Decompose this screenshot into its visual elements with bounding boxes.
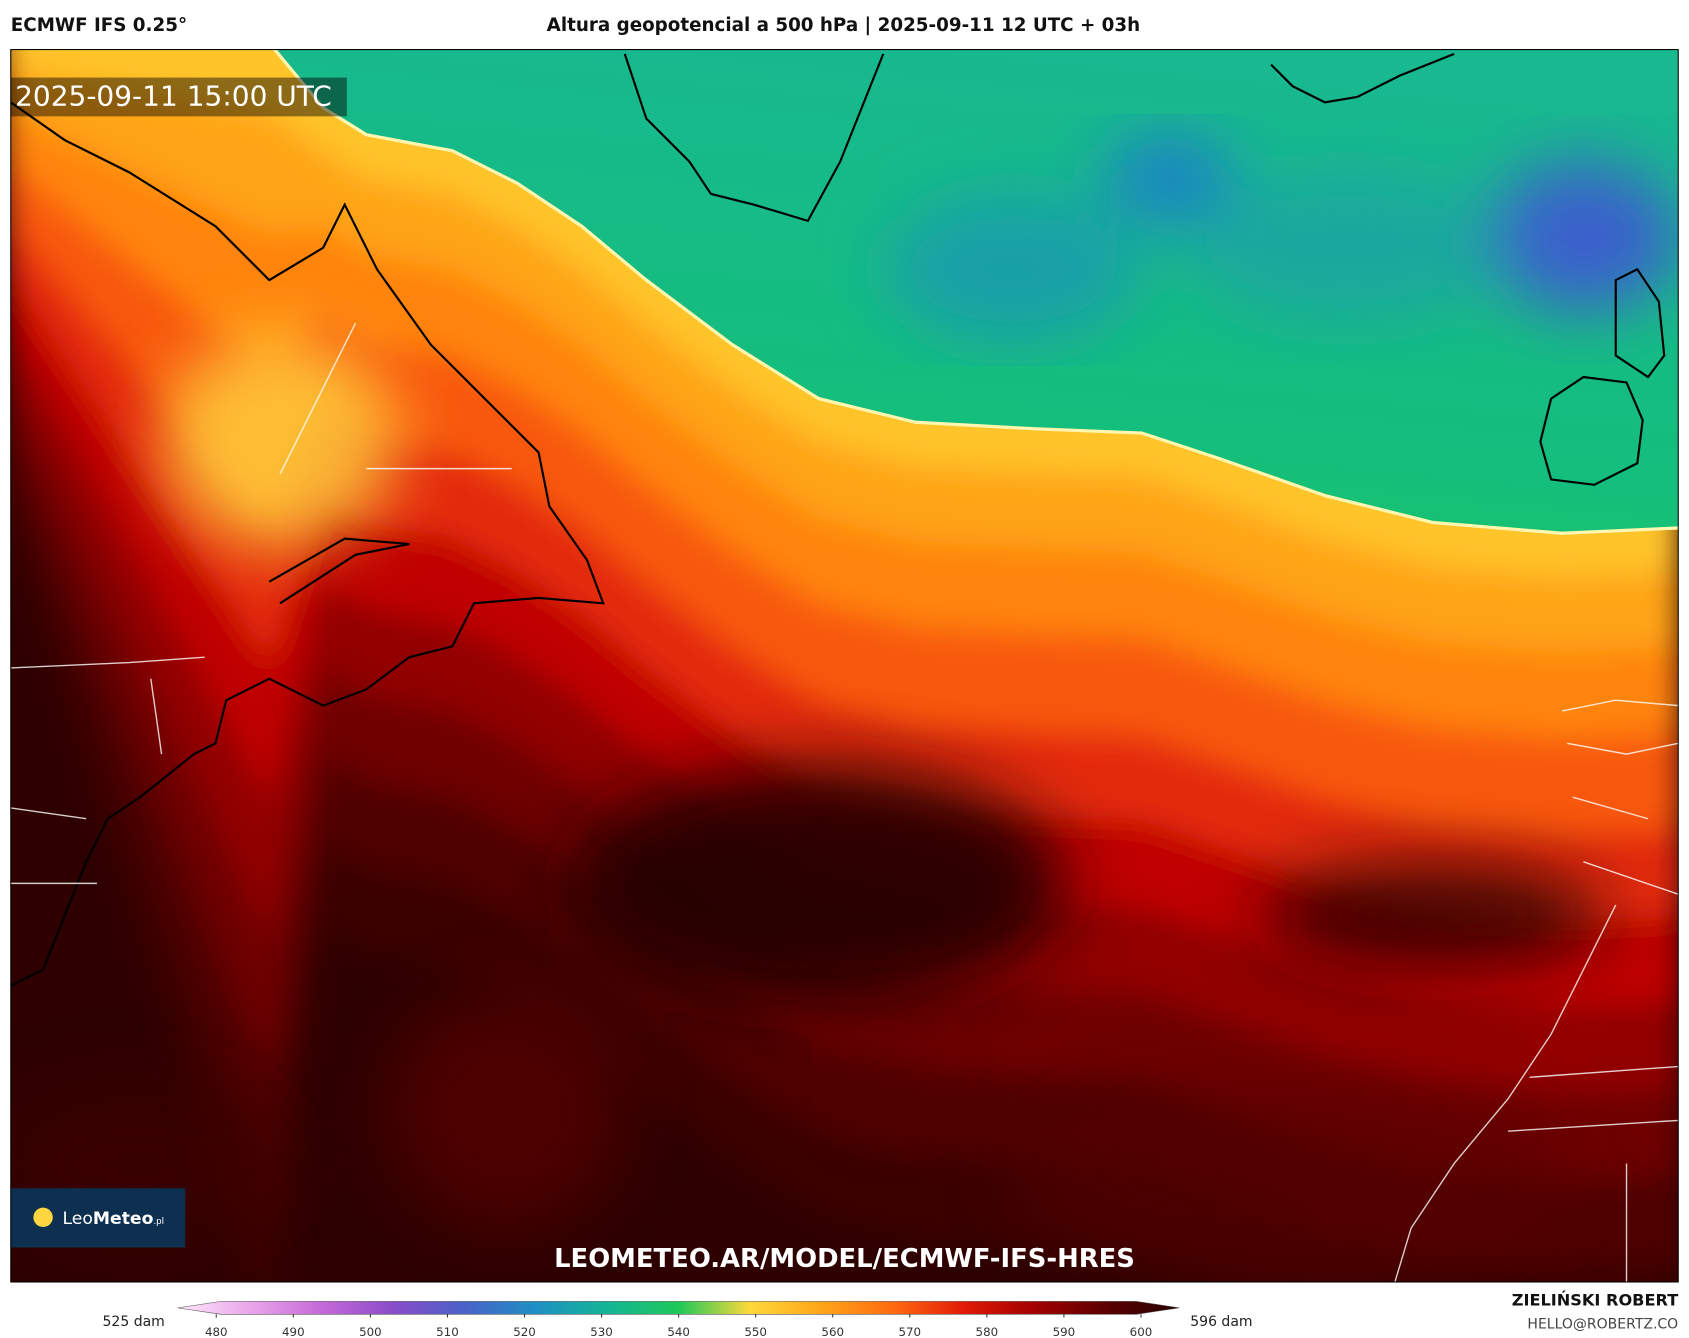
colorbar-tick-label: 570: [899, 1325, 922, 1338]
email: HELLO@ROBERTZ.CO: [1527, 1316, 1678, 1332]
author: ZIELIŃSKI ROBERT: [1512, 1291, 1678, 1310]
logo-sun: [33, 1207, 53, 1228]
contour-552: [272, 49, 1679, 535]
colorbar-tick-label: 540: [667, 1325, 690, 1338]
colorbar-tick-label: 510: [436, 1325, 459, 1338]
colorbar-tick-label: 480: [205, 1325, 228, 1338]
colorbar-tick-label: 520: [513, 1325, 536, 1338]
valid-time: 2025-09-11 15:00 UTC: [15, 80, 332, 113]
coastlines: [10, 52, 1666, 987]
colorbar-tick-label: 490: [282, 1325, 305, 1338]
colorbar-tick-label: 560: [821, 1325, 844, 1338]
colorbar-tick-label: 600: [1130, 1325, 1153, 1338]
map-frame: [10, 49, 1679, 1283]
colorbar-tick-label: 530: [590, 1325, 613, 1338]
colorbar-tick-label: 550: [744, 1325, 767, 1338]
colorbar-min-label: 525 dam: [103, 1314, 165, 1330]
logo-text: LeoMeteo.pl: [62, 1209, 164, 1229]
logo-suffix: .pl: [153, 1217, 164, 1227]
source-url: LEOMETEO.AR/MODEL/ECMWF-IFS-HRES: [554, 1244, 1135, 1274]
cold-anomalies: [883, 134, 1679, 345]
logo-meteo: Meteo: [93, 1209, 154, 1229]
colorbar-tick-label: 500: [359, 1325, 382, 1338]
colorbar-tick-label: 580: [976, 1325, 999, 1338]
colorbar-tick-label: 590: [1053, 1325, 1076, 1338]
colorbar-bar: [177, 1301, 1180, 1315]
colorbar-max-label: 596 dam: [1190, 1314, 1252, 1330]
model-name: ECMWF IFS 0.25°: [11, 15, 187, 36]
logo-leo: Leo: [62, 1209, 92, 1229]
borders: [10, 322, 1679, 1282]
time-box: [10, 77, 347, 117]
map-title: Altura geopotencial a 500 hPa | 2025-09-…: [547, 15, 1141, 36]
colorbar: 525 dam 596 dam 480 490 500 510 520 530 540 550…: [103, 1301, 1253, 1338]
